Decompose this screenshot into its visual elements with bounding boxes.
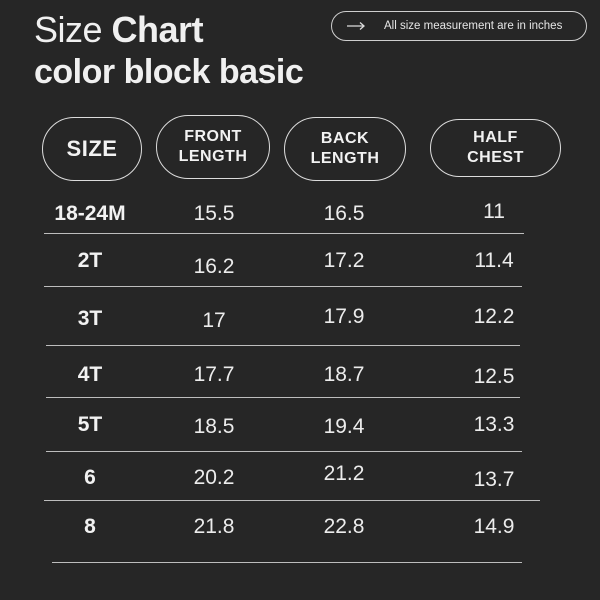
cell-back-length: 22.8	[323, 515, 365, 538]
cell-half-chest: 12.2	[473, 305, 515, 328]
row-divider	[46, 345, 520, 346]
cell-half-chest: 12.5	[473, 365, 515, 388]
header-size: SIZE	[42, 117, 142, 181]
cell-back-length: 17.9	[323, 305, 365, 328]
row-divider	[44, 286, 522, 287]
cell-front-length: 18.5	[193, 415, 235, 438]
cell-half-chest: 13.7	[473, 468, 515, 491]
cell-back-length: 21.2	[323, 462, 365, 485]
row-divider	[44, 233, 524, 234]
row-divider	[46, 397, 520, 398]
page-subtitle: color block basic	[34, 53, 304, 91]
cell-front-length: 20.2	[193, 466, 235, 489]
cell-half-chest: 14.9	[473, 515, 515, 538]
cell-size: 2T	[77, 249, 103, 272]
row-divider	[52, 562, 522, 563]
cell-size: 3T	[77, 307, 103, 330]
measurement-note-text: All size measurement are in inches	[384, 20, 563, 32]
cell-size: 5T	[77, 413, 103, 436]
cell-half-chest: 11	[483, 200, 505, 223]
title-light: Size	[34, 9, 103, 50]
cell-half-chest: 11.4	[474, 249, 514, 272]
cell-back-length: 19.4	[323, 415, 365, 438]
cell-front-length: 17.7	[193, 363, 235, 386]
row-divider	[44, 500, 540, 501]
cell-back-length: 16.5	[323, 202, 365, 225]
cell-size: 4T	[77, 363, 103, 386]
cell-front-length: 15.5	[193, 202, 235, 225]
cell-half-chest: 13.3	[473, 413, 515, 436]
cell-back-length: 17.2	[323, 249, 365, 272]
arrow-right-icon	[347, 22, 365, 30]
cell-back-length: 18.7	[323, 363, 365, 386]
header-back-length: BACK LENGTH	[284, 117, 406, 181]
header-half-chest: HALF CHEST	[430, 119, 561, 177]
cell-front-length: 16.2	[193, 255, 235, 278]
cell-size: 8	[84, 515, 96, 538]
row-divider	[46, 451, 522, 452]
cell-front-length: 21.8	[193, 515, 235, 538]
header-size-label: SIZE	[66, 136, 118, 161]
header-half-chest-label: HALF CHEST	[467, 129, 524, 166]
header-front-length: FRONT LENGTH	[156, 115, 270, 179]
header-back-length-label: BACK LENGTH	[310, 130, 380, 167]
header-front-length-label: FRONT LENGTH	[178, 128, 248, 165]
title-bold: Chart	[111, 9, 204, 50]
cell-front-length: 17	[202, 309, 226, 332]
page-title: Size Chart	[34, 8, 204, 52]
measurement-note: All size measurement are in inches	[331, 11, 587, 41]
cell-size: 18-24M	[54, 202, 126, 225]
cell-size: 6	[84, 466, 96, 489]
